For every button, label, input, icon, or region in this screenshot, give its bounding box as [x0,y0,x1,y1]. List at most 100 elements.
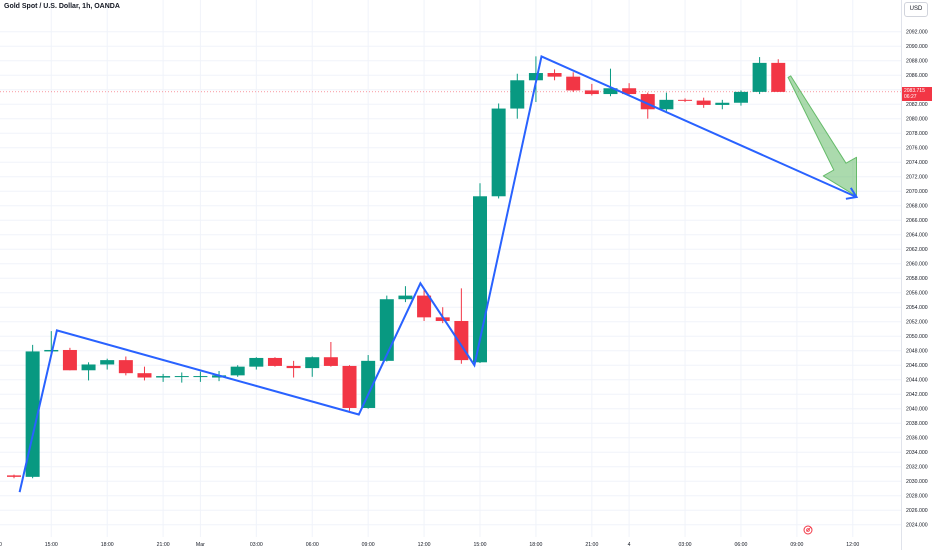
price-tick-label: 2034.000 [906,450,928,456]
time-tick-label: 21:00 [585,542,598,548]
candle [230,365,245,377]
chart-title: Gold Spot / U.S. Dollar, 1h, OANDA [4,3,120,10]
price-tick-label: 2040.000 [906,407,928,413]
target-icon[interactable] [803,525,813,535]
time-tick-label: 12:00 [846,542,859,548]
candle-body [100,360,115,365]
candle [118,356,133,376]
candle [379,295,394,362]
candle [603,68,618,97]
candle-body [603,88,618,95]
price-tick-label: 2052.000 [906,320,928,326]
price-tick-label: 2068.000 [906,204,928,210]
candle [547,69,562,81]
candle [733,90,748,106]
time-tick-label: 18:00 [101,542,114,548]
time-tick-label: 09:00 [362,542,375,548]
price-tick-label: 2076.000 [906,146,928,152]
price-tick-label: 2080.000 [906,117,928,123]
candle-body [417,295,432,318]
candle [752,57,767,95]
price-tick-label: 2066.000 [906,218,928,224]
candle [81,362,96,381]
candle-body [118,360,133,374]
candle-body [528,73,543,81]
candle [100,358,115,370]
price-axis[interactable]: 2024.000 2026.000 2028.000 2030.000 2032.000… [906,30,928,529]
price-tick-label: 2056.000 [906,291,928,297]
candle-body [7,475,21,477]
candle [417,287,432,321]
price-tick-label: 2048.000 [906,349,928,355]
price-tick-label: 2092.000 [906,30,928,36]
price-tick-label: 2088.000 [906,59,928,65]
candle-body [174,376,189,378]
candle-body [752,62,767,92]
time-tick-label: 03:00 [679,542,692,548]
forecast-arrow [787,75,857,197]
candle-body [342,365,357,408]
currency-button[interactable]: USD [904,2,928,17]
time-tick-label: Mar [196,542,205,548]
time-tick-label: 12:00 [418,542,431,548]
time-axis[interactable]: 12:00 15:00 18:00 21:00 Mar 03:00 06:00 09:00 12… [0,542,859,548]
time-tick-label: 06:00 [734,542,747,548]
price-tick-label: 2064.000 [906,233,928,239]
candle [249,357,264,370]
bar-countdown: 06:27 [904,93,917,100]
candle-body [510,80,525,109]
price-tick-label: 2038.000 [906,421,928,427]
candle-body [230,366,245,376]
candle [584,83,599,96]
candle [137,366,152,381]
price-tick-label: 2036.000 [906,436,928,442]
time-tick-label: 06:00 [306,542,319,548]
candle [25,344,40,479]
candle [62,347,77,371]
price-tick-label: 2046.000 [906,363,928,369]
candle-body [715,102,730,105]
candle-body [584,90,599,95]
price-tick-label: 2060.000 [906,262,928,268]
candle-body [547,73,562,77]
price-tick-label: 2058.000 [906,276,928,282]
price-tick-label: 2070.000 [906,189,928,195]
candle-body [323,357,338,366]
candle [510,73,525,119]
candle-body [491,108,506,197]
last-price-value: 2083.715 [904,87,925,94]
time-tick-label: 09:00 [790,542,803,548]
candle [715,99,730,110]
candle [361,355,376,409]
price-tick-label: 2086.000 [906,73,928,79]
candlestick-series [7,56,786,479]
price-tick-label: 2030.000 [906,479,928,485]
candle [435,307,450,324]
price-tick-label: 2042.000 [906,392,928,398]
candle-body [379,299,394,361]
price-tick-label: 2032.000 [906,465,928,471]
candle [193,371,208,382]
price-tick-label: 2024.000 [906,523,928,529]
price-tick-label: 2082.000 [906,102,928,108]
candle-body [398,295,413,300]
candle-body [62,349,77,371]
candle [398,286,413,303]
candle-body [566,76,581,91]
candle [696,97,711,108]
candle-body [771,62,786,92]
candle [771,59,786,92]
candle [174,372,189,383]
candle-body [156,376,171,378]
time-tick-label: 03:00 [250,542,263,548]
candle-body [267,357,282,366]
candle-body [435,317,450,321]
price-tick-label: 2090.000 [906,44,928,50]
candle [305,356,320,377]
candle-body [361,360,376,408]
candle [622,83,637,96]
candle-body [305,357,320,369]
price-tick-label: 2078.000 [906,131,928,137]
candle-body [81,364,96,371]
